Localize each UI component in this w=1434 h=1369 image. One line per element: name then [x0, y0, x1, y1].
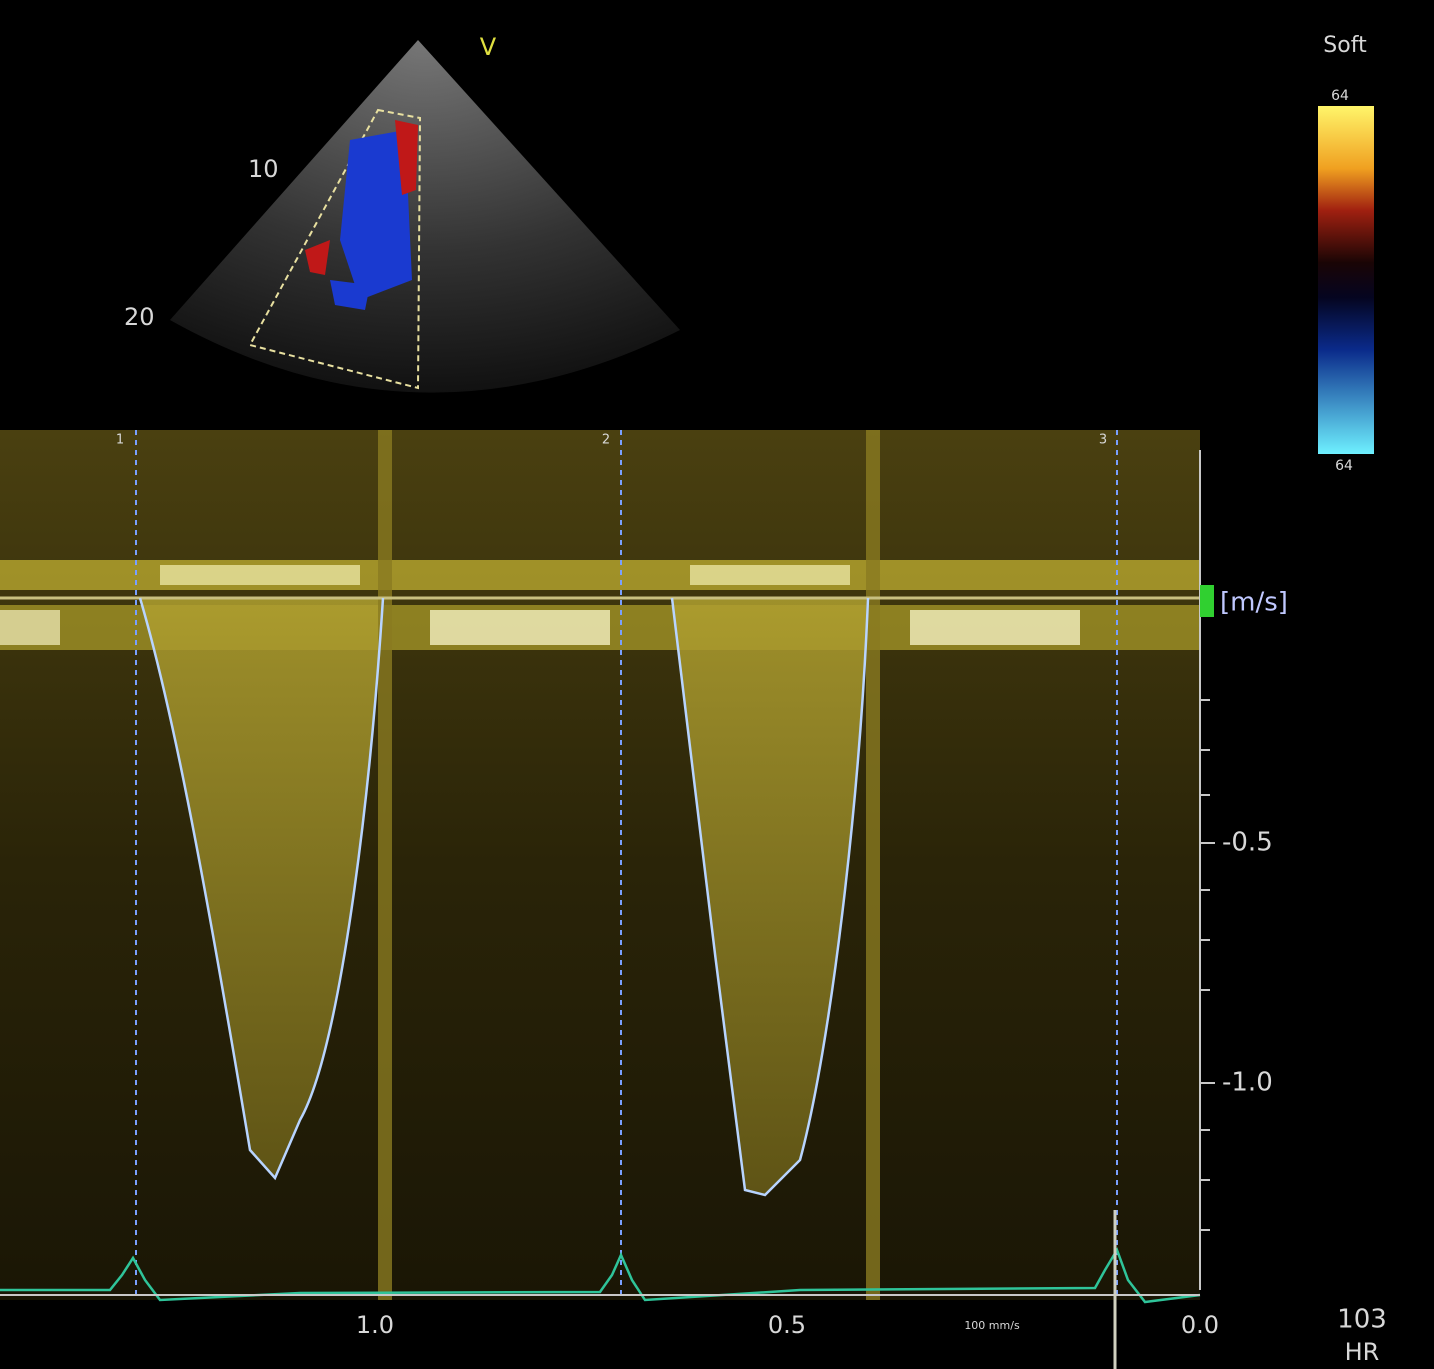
time-label: 1.0: [356, 1311, 394, 1339]
heart-rate: 103: [1337, 1305, 1387, 1335]
beat-marker: 3: [1099, 433, 1107, 448]
velocity-label: -0.5: [1222, 828, 1273, 858]
time-label: 0.0: [1181, 1311, 1219, 1339]
velocity-label: -1.0: [1222, 1068, 1273, 1098]
color-bar: [1318, 106, 1374, 454]
sector-image: [170, 40, 680, 393]
color-bar-max: 64: [1331, 88, 1349, 104]
spectral-doppler: [0, 430, 1215, 1369]
heart-rate-label: HR: [1345, 1338, 1380, 1366]
beat-marker: 2: [602, 433, 610, 448]
ultrasound-screen: V 10 20 Soft 64 64: [0, 0, 1434, 1369]
depth-label: 20: [124, 303, 155, 331]
velocity-unit: [m/s]: [1220, 588, 1288, 618]
sector-label: V: [480, 33, 497, 61]
beat-marker: 1: [116, 433, 124, 448]
color-bar-min: 64: [1335, 458, 1353, 474]
sweep-speed: 100 mm/s: [964, 1319, 1020, 1332]
depth-label: 10: [248, 155, 279, 183]
color-bar-title: Soft: [1323, 33, 1367, 58]
time-label: 0.5: [768, 1311, 806, 1339]
